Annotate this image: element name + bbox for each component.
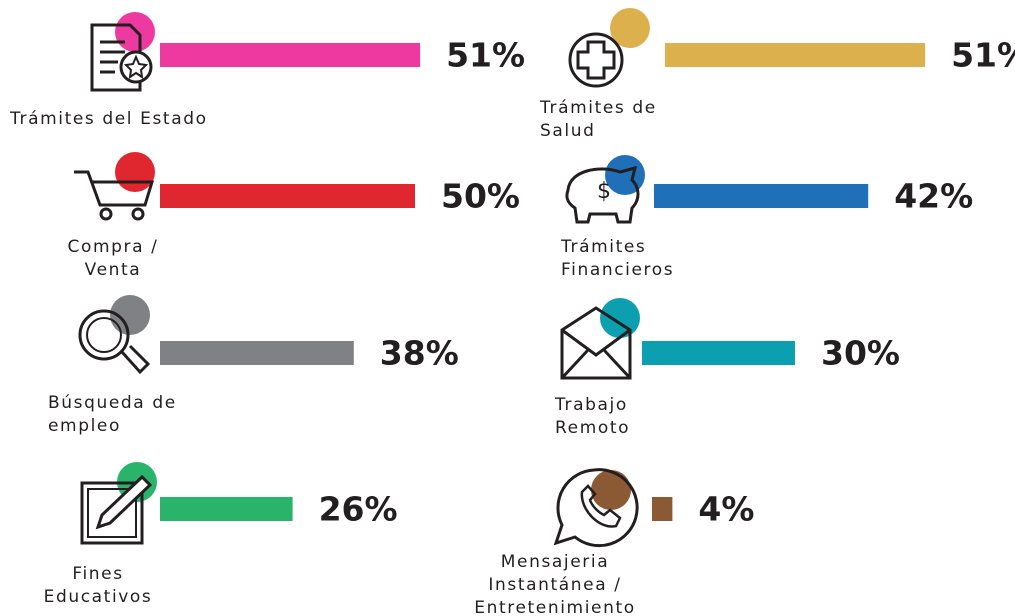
category-label: Trámites Financieros (561, 237, 675, 280)
bar (652, 497, 673, 521)
icon-piggy (565, 165, 640, 224)
icon-wheel (131, 207, 145, 221)
icon-handle (120, 344, 151, 375)
icon-badge (605, 155, 645, 195)
category-label: Fines Educativos (43, 564, 153, 607)
bar (665, 43, 926, 67)
bar (160, 341, 354, 365)
category-label: Búsqueda de empleo (48, 393, 177, 436)
icon-badge (115, 152, 155, 192)
icon-lines (100, 40, 125, 74)
icon-lens (86, 317, 122, 353)
value-label: 38% (380, 334, 459, 373)
bar (160, 497, 293, 521)
icon-wheel (99, 207, 113, 221)
value-label: 50% (441, 177, 520, 216)
value-label: 30% (821, 334, 900, 373)
icon-envelope (560, 306, 632, 380)
icon-pad (80, 481, 144, 545)
icon-cart (74, 170, 155, 207)
icon-magnifier (78, 309, 130, 361)
icon-badge (591, 470, 631, 510)
icon-pad-inner (87, 488, 137, 538)
value-label: 26% (319, 490, 398, 529)
icons: $ (74, 23, 640, 548)
value-label: 51% (951, 36, 1015, 75)
icon-badge (110, 295, 150, 335)
icon-health (568, 32, 624, 88)
icon-cross (576, 40, 616, 80)
icon-phone (580, 484, 622, 528)
category-label: Mensajeria Instantánea / Entretenimiento (474, 552, 636, 616)
bar (642, 341, 795, 365)
category-label: Trabajo Remoto (555, 395, 631, 438)
bar (654, 184, 869, 208)
category-label: Trámites del Estado (10, 109, 208, 129)
icon-chat (553, 468, 639, 548)
icon-pencil (95, 474, 153, 530)
bar (160, 43, 421, 67)
category-label: Trámites de Salud (540, 98, 657, 141)
icon-badge (600, 298, 640, 338)
icon-star-badge (119, 50, 153, 84)
value-label: 4% (698, 490, 754, 529)
category-label: Compra / Venta (67, 237, 159, 280)
icon-badge (610, 8, 650, 48)
value-label: 51% (446, 36, 525, 75)
icon-dollar: $ (597, 179, 611, 204)
bar (160, 184, 415, 208)
value-label: 42% (894, 177, 973, 216)
icon-star (123, 54, 149, 80)
